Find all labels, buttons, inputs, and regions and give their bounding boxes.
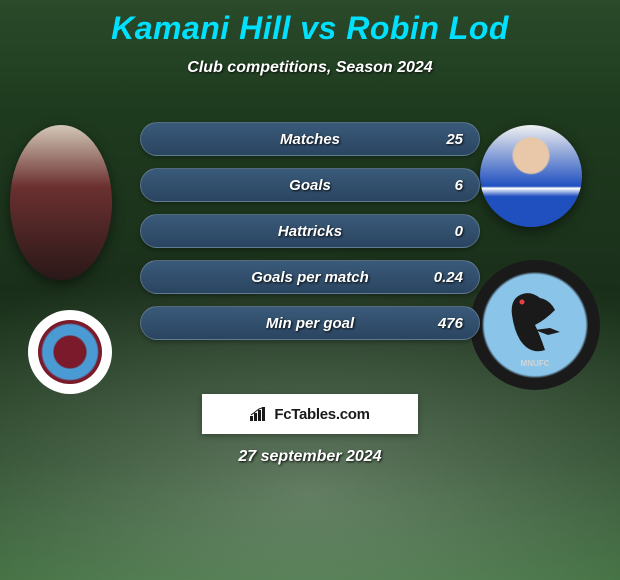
- stat-label: Goals per match: [251, 269, 369, 286]
- branding-box: FcTables.com: [202, 394, 418, 434]
- stat-row: Matches 25: [140, 122, 480, 156]
- club-logo-left-inner: [38, 320, 102, 384]
- stat-value: 0: [455, 223, 463, 240]
- subtitle: Club competitions, Season 2024: [0, 59, 620, 77]
- player-photo-right: [480, 125, 582, 227]
- chart-icon: [250, 407, 268, 421]
- date-text: 27 september 2024: [0, 448, 620, 466]
- stat-value: 476: [438, 315, 463, 332]
- page-title: Kamani Hill vs Robin Lod: [0, 0, 620, 47]
- club-right-label: MNUFC: [521, 359, 550, 368]
- stat-row: Hattricks 0: [140, 214, 480, 248]
- stat-label: Matches: [280, 131, 340, 148]
- stat-value: 0.24: [434, 269, 463, 286]
- stat-value: 6: [455, 177, 463, 194]
- stat-label: Goals: [289, 177, 331, 194]
- branding-text: FcTables.com: [274, 406, 369, 423]
- club-logo-left: [28, 310, 112, 394]
- loon-icon: MNUFC: [500, 280, 570, 370]
- stat-row: Min per goal 476: [140, 306, 480, 340]
- stat-row: Goals 6: [140, 168, 480, 202]
- stat-value: 25: [446, 131, 463, 148]
- stat-row: Goals per match 0.24: [140, 260, 480, 294]
- stats-list: Matches 25 Goals 6 Hattricks 0 Goals per…: [140, 122, 480, 352]
- player-photo-left: [10, 125, 112, 280]
- stat-label: Hattricks: [278, 223, 342, 240]
- club-logo-right: MNUFC: [470, 260, 600, 390]
- stat-label: Min per goal: [266, 315, 354, 332]
